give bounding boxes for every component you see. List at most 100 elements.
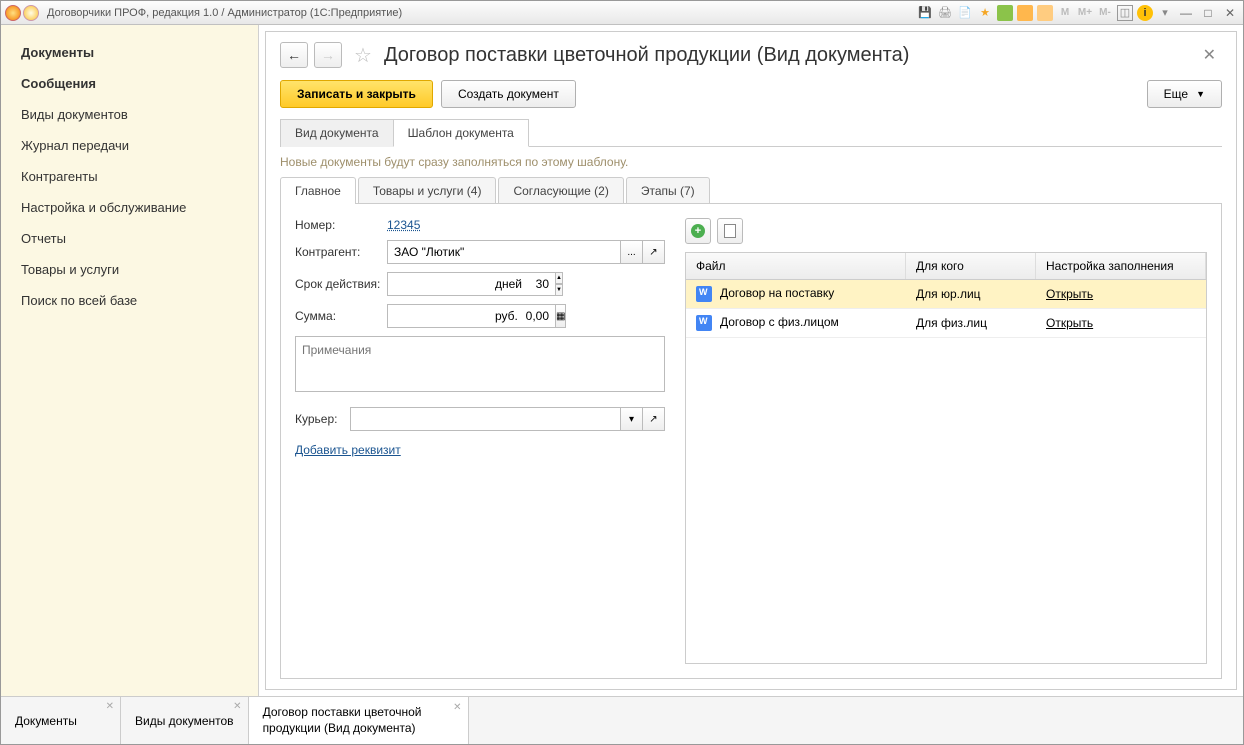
more-button[interactable]: Еще▼	[1147, 80, 1222, 108]
sidebar-item-doc-types[interactable]: Виды документов	[1, 99, 258, 130]
contractor-select-button[interactable]: ...	[621, 240, 643, 264]
info-icon[interactable]: i	[1137, 5, 1153, 21]
sum-input[interactable]	[387, 304, 556, 328]
sidebar-item-settings[interactable]: Настройка и обслуживание	[1, 192, 258, 223]
save-icon[interactable]: 💾	[917, 5, 933, 21]
favorite-star-icon[interactable]: ☆	[354, 43, 372, 68]
minimize-button[interactable]: —	[1177, 5, 1195, 21]
bottom-tab-line1: Договор поставки цветочной	[263, 705, 422, 721]
maximize-button[interactable]: □	[1199, 5, 1217, 21]
contractor-input[interactable]	[387, 240, 621, 264]
courier-open-button[interactable]: ↗	[643, 407, 665, 431]
sidebar-item-reports[interactable]: Отчеты	[1, 223, 258, 254]
duration-up-button[interactable]: ▲	[556, 272, 563, 284]
m-minus-icon[interactable]: M-	[1097, 5, 1113, 21]
sidebar-item-messages[interactable]: Сообщения	[1, 68, 258, 99]
file-for: Для юр.лиц	[906, 281, 1036, 307]
courier-input[interactable]	[350, 407, 621, 431]
col-fill[interactable]: Настройка заполнения	[1036, 253, 1206, 279]
bottom-tab-doc-types[interactable]: Виды документов ✕	[121, 697, 249, 744]
action-row: Записать и закрыть Создать документ Еще▼	[280, 80, 1222, 108]
inner-tabs: Главное Товары и услуги (4) Согласующие …	[280, 177, 1222, 204]
notes-textarea[interactable]	[295, 336, 665, 392]
col-for-whom[interactable]: Для кого	[906, 253, 1036, 279]
tab-doc-template[interactable]: Шаблон документа	[393, 119, 529, 147]
word-icon	[696, 286, 712, 302]
sidebar-item-goods[interactable]: Товары и услуги	[1, 254, 258, 285]
tab-close-icon[interactable]: ✕	[106, 701, 114, 712]
bottom-tab-line2: продукции (Вид документа)	[263, 721, 416, 737]
sidebar-item-contractors[interactable]: Контрагенты	[1, 161, 258, 192]
file-open-link[interactable]: Открыть	[1046, 287, 1093, 301]
form-panel: Номер: 12345 Контрагент: ... ↗	[280, 203, 1222, 679]
outer-tabs: Вид документа Шаблон документа	[280, 118, 1222, 147]
doc-icon[interactable]: 📄	[957, 5, 973, 21]
tab-close-icon[interactable]: ✕	[233, 701, 241, 712]
form-column: Номер: 12345 Контрагент: ... ↗	[295, 218, 665, 664]
col-file[interactable]: Файл	[686, 253, 906, 279]
add-file-button[interactable]: +	[685, 218, 711, 244]
tab-goods[interactable]: Товары и услуги (4)	[358, 177, 497, 204]
tab-doc-type[interactable]: Вид документа	[280, 119, 394, 147]
files-grid: Файл Для кого Настройка заполнения Догов…	[685, 252, 1207, 664]
window-title: Договорчики ПРОФ, редакция 1.0 / Админис…	[47, 7, 917, 19]
sidebar-item-search[interactable]: Поиск по всей базе	[1, 285, 258, 316]
courier-label: Курьер:	[295, 412, 350, 426]
panels-icon[interactable]: ◫	[1117, 5, 1133, 21]
file-row[interactable]: Договор на поставку Для юр.лиц Открыть	[686, 280, 1206, 309]
file-name: Договор на поставку	[720, 286, 834, 300]
file-for: Для физ.лиц	[906, 310, 1036, 336]
save-close-button[interactable]: Записать и закрыть	[280, 80, 433, 108]
file-name: Договор с физ.лицом	[720, 315, 839, 329]
contractor-open-button[interactable]: ↗	[643, 240, 665, 264]
favorite-icon[interactable]: ★	[977, 5, 993, 21]
m-plus-icon[interactable]: M+	[1077, 5, 1093, 21]
main-area: ← → ☆ Договор поставки цветочной продукц…	[259, 25, 1243, 696]
word-icon	[696, 315, 712, 331]
main-panel: ← → ☆ Договор поставки цветочной продукц…	[265, 31, 1237, 690]
panel-close-button[interactable]: ✕	[1197, 45, 1222, 65]
print-icon[interactable]: 🖨	[937, 5, 953, 21]
app-window: Договорчики ПРОФ, редакция 1.0 / Админис…	[0, 0, 1244, 745]
add-requisite-link[interactable]: Добавить реквизит	[295, 443, 401, 457]
link-icon[interactable]	[997, 5, 1013, 21]
bottom-tab-documents[interactable]: Документы ✕	[1, 697, 121, 744]
sum-unit: руб.	[495, 309, 518, 323]
close-button[interactable]: ✕	[1221, 5, 1239, 21]
bottom-tab-label: Документы	[15, 714, 77, 728]
sum-calc-button[interactable]: ▦	[556, 304, 566, 328]
m-icon[interactable]: M	[1057, 5, 1073, 21]
sidebar-item-transfer-log[interactable]: Журнал передачи	[1, 130, 258, 161]
tab-main[interactable]: Главное	[280, 177, 356, 204]
tab-approvers[interactable]: Согласующие (2)	[498, 177, 623, 204]
calendar-icon[interactable]	[1037, 5, 1053, 21]
courier-dropdown-button[interactable]: ▾	[621, 407, 643, 431]
tab-close-icon[interactable]: ✕	[453, 701, 461, 714]
file-open-link[interactable]: Открыть	[1046, 316, 1093, 330]
duration-down-button[interactable]: ▼	[556, 284, 563, 296]
sidebar-item-documents[interactable]: Документы	[1, 37, 258, 68]
create-document-button[interactable]: Создать документ	[441, 80, 576, 108]
bottom-tabs: Документы ✕ Виды документов ✕ Договор по…	[1, 696, 1243, 744]
file-row[interactable]: Договор с физ.лицом Для физ.лиц Открыть	[686, 309, 1206, 338]
files-column: + Файл Для кого Настройка заполнения Дог…	[685, 218, 1207, 664]
number-label: Номер:	[295, 218, 387, 232]
header-row: ← → ☆ Договор поставки цветочной продукц…	[280, 42, 1222, 68]
plus-icon: +	[691, 224, 705, 238]
nav-forward-button[interactable]: →	[314, 42, 342, 68]
title-tools: 💾 🖨 📄 ★ M M+ M- ◫ i ▾ — □ ✕	[917, 5, 1239, 21]
duration-input[interactable]	[387, 272, 556, 296]
bottom-tab-current[interactable]: Договор поставки цветочной продукции (Ви…	[249, 697, 469, 744]
info-dropdown-icon[interactable]: ▾	[1157, 5, 1173, 21]
open-file-button[interactable]	[717, 218, 743, 244]
tab-stages[interactable]: Этапы (7)	[626, 177, 710, 204]
file-toolbar: +	[685, 218, 1207, 244]
calculator-icon[interactable]	[1017, 5, 1033, 21]
title-bar: Договорчики ПРОФ, редакция 1.0 / Админис…	[1, 1, 1243, 25]
bottom-tab-label: Виды документов	[135, 714, 234, 728]
dropdown-icon[interactable]	[23, 5, 39, 21]
document-title: Договор поставки цветочной продукции (Ви…	[384, 44, 1191, 67]
app-icon-1c	[5, 5, 21, 21]
nav-back-button[interactable]: ←	[280, 42, 308, 68]
number-value[interactable]: 12345	[387, 218, 420, 232]
